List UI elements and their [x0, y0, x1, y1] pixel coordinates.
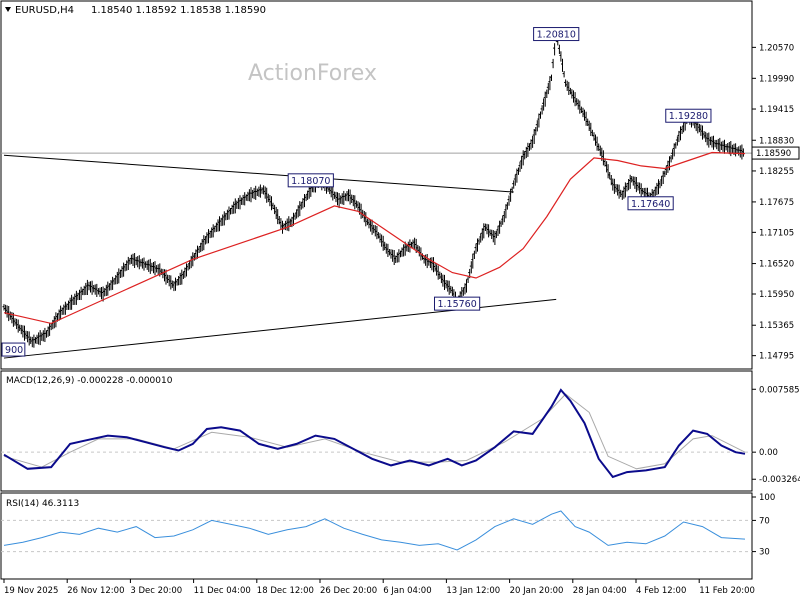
macd-axis-label: 0.00: [759, 448, 778, 458]
price-axis-label: 1.19415: [759, 105, 794, 115]
moving-average-line: [3, 151, 746, 325]
price-annotation-box: [1, 342, 26, 357]
price-axis-label: 1.19990: [759, 74, 794, 84]
time-axis-label: 6 Jan 04:00: [383, 586, 431, 596]
trendline: [3, 154, 514, 193]
time-axis-label: 11 Dec 04:00: [194, 586, 251, 596]
current-price-label: 1.18590: [756, 149, 791, 159]
ohlc-values: 1.18540 1.18592 1.18538 1.18590: [91, 5, 266, 16]
macd-title: MACD(12,26,9) -0.000228 -0.000010: [6, 376, 173, 386]
price-axis-label: 1.16520: [759, 260, 794, 270]
rsi-panel-frame: [0, 492, 753, 580]
time-axis-label: 13 Jan 12:00: [446, 586, 500, 596]
time-axis-label: 11 Feb 20:00: [699, 586, 755, 596]
symbol-label: EURUSD,H4: [15, 5, 74, 16]
time-axis-label: 4 Feb 12:00: [636, 586, 686, 596]
price-axis-label: 1.15950: [759, 290, 794, 300]
watermark: ActionForex: [248, 61, 377, 86]
time-axis-label: 18 Dec 12:00: [257, 586, 314, 596]
axis-layer: 1.20570 1.19990 1.19415 1.18830 1.18255 1.176…: [3, 43, 800, 596]
rsi-axis-label: 70: [759, 516, 770, 526]
price-axis-label: 1.17675: [759, 198, 794, 208]
price-axis-label: 1.14795: [759, 352, 794, 362]
price-annotation-box: [287, 173, 334, 188]
price-annotation-label: 1.20810: [537, 30, 576, 41]
macd-panel-frame: [0, 370, 753, 492]
rsi-title: RSI(14) 46.3113: [6, 499, 79, 509]
price-axis-label: 1.20570: [759, 43, 794, 53]
price-annotation-label: 1.15760: [437, 299, 476, 310]
macd-main-line: [3, 388, 746, 479]
price-annotation-label: 1.19280: [669, 111, 708, 122]
symbol-menu-icon[interactable]: [5, 7, 11, 12]
rsi-axis-label: 100: [759, 493, 775, 503]
price-annotation-box: [665, 108, 712, 123]
macd-layer: [1, 388, 752, 479]
price-annotation-box: [533, 27, 580, 42]
price-annotation-box: [433, 296, 481, 311]
time-axis-label: 19 Nov 2025: [4, 586, 58, 596]
rsi-axis-label: 30: [759, 548, 770, 558]
macd-axis-label: 0.007585: [759, 385, 800, 395]
price-axis-label: 1.18255: [759, 167, 794, 177]
price-annotation-label: 1.18070: [291, 176, 330, 187]
price-annotation-label: 900: [5, 345, 23, 356]
price-axis-label: 1.17105: [759, 228, 794, 238]
time-axis-label: 26 Dec 20:00: [320, 586, 377, 596]
time-axis-label: 28 Jan 04:00: [573, 586, 627, 596]
price-annotation-box: [627, 196, 674, 211]
rsi-layer: [1, 510, 752, 553]
time-axis-label: 3 Dec 20:00: [130, 586, 182, 596]
rsi-line: [3, 510, 746, 551]
price-annotation-label: 1.17640: [631, 199, 670, 210]
price-layer: 1.20810 1.19280 1.18070 1.17640 1.15760 900: [1, 27, 752, 359]
current-price-box: [751, 146, 800, 160]
price-axis-label: 1.15365: [759, 321, 794, 331]
price-axis-label: 1.18830: [759, 136, 794, 146]
time-axis-label: 20 Jan 20:00: [510, 586, 564, 596]
time-axis-label: 26 Nov 12:00: [67, 586, 124, 596]
macd-axis-label: -0.003264: [759, 475, 800, 485]
